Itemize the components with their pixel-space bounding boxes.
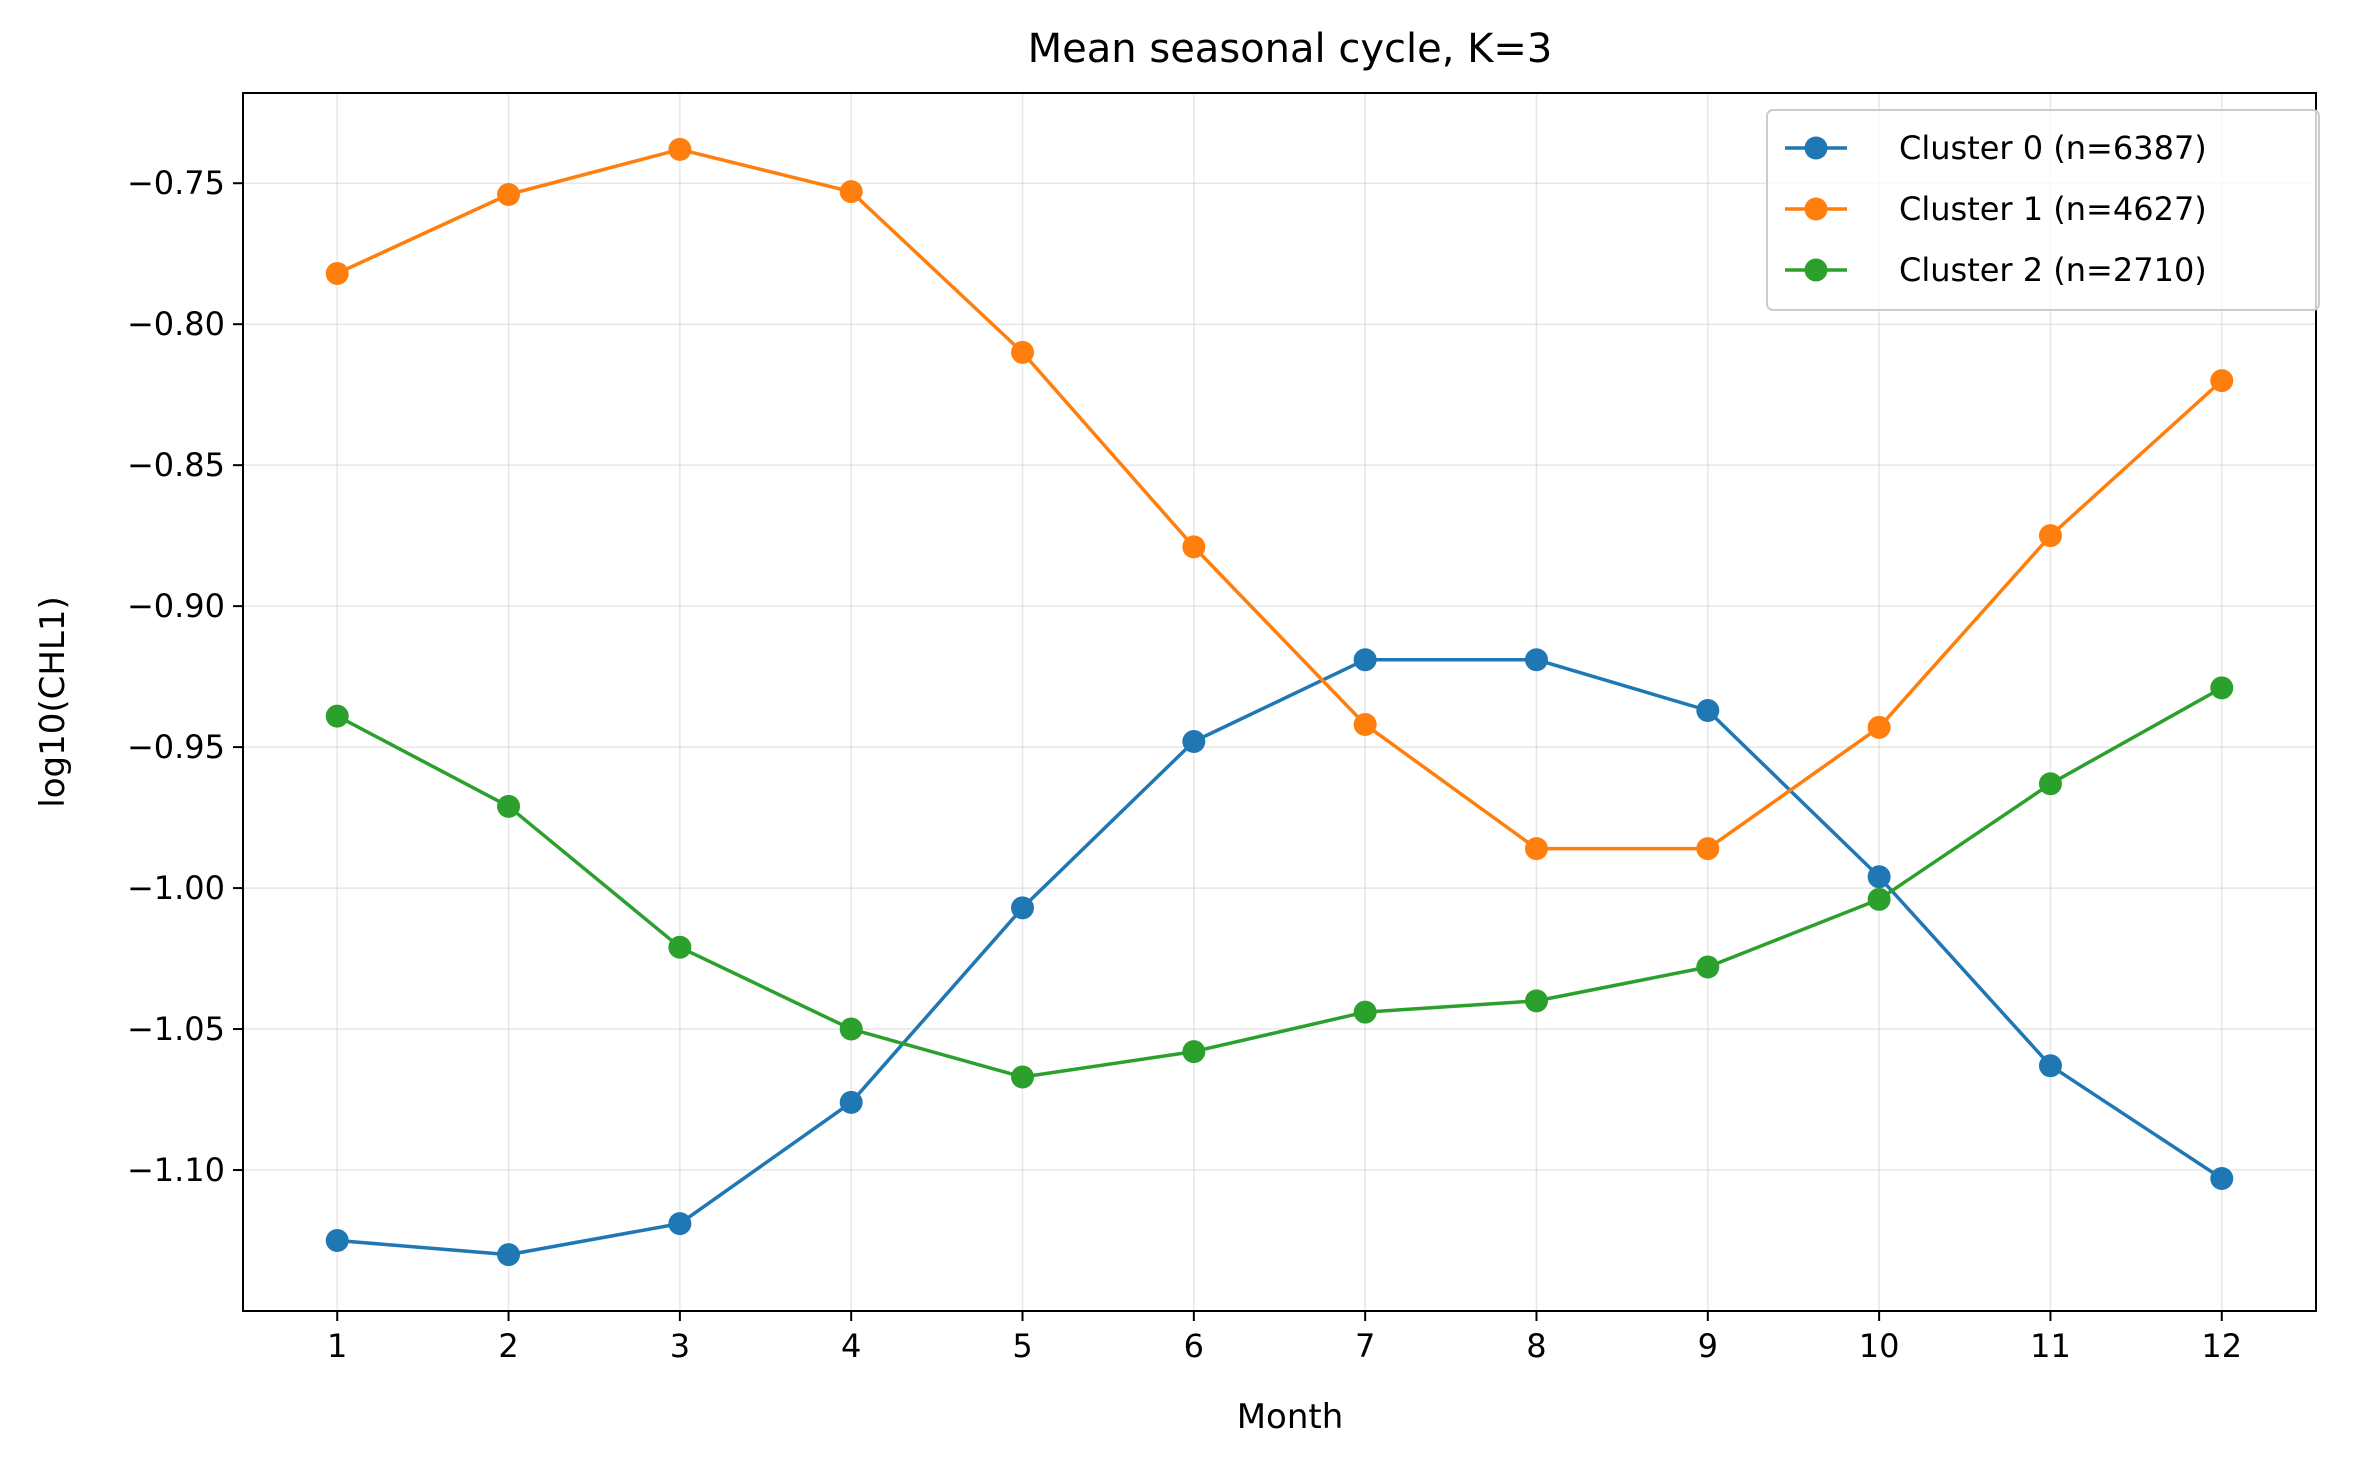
x-tick-label: 7 (1355, 1327, 1375, 1365)
data-point-cluster-0 (1696, 698, 1720, 722)
data-point-cluster-1 (1011, 340, 1035, 364)
x-tick-label: 9 (1698, 1327, 1718, 1365)
data-point-cluster-2 (1353, 1000, 1377, 1024)
x-tick-label: 6 (1184, 1327, 1204, 1365)
x-tick-label: 1 (327, 1327, 347, 1365)
data-point-cluster-0 (2038, 1054, 2062, 1078)
data-point-cluster-1 (668, 137, 692, 161)
y-tick-label: −0.85 (127, 446, 225, 484)
data-point-cluster-2 (1696, 955, 1720, 979)
y-tick-label: −0.75 (127, 164, 225, 202)
data-point-cluster-1 (839, 180, 863, 204)
data-point-cluster-0 (1524, 648, 1548, 672)
x-tick-label: 4 (841, 1327, 861, 1365)
y-tick-label: −0.95 (127, 728, 225, 766)
data-point-cluster-0 (1353, 648, 1377, 672)
data-point-cluster-2 (668, 935, 692, 959)
data-point-cluster-2 (1867, 887, 1891, 911)
data-point-cluster-1 (497, 183, 521, 206)
y-tick-label: −1.10 (127, 1151, 225, 1189)
series-line-cluster-2 (336, 686, 2223, 1079)
data-point-cluster-1 (1353, 713, 1377, 737)
data-point-cluster-1 (1524, 837, 1548, 861)
y-tick-label: −0.90 (127, 587, 225, 625)
legend-label-cluster-2: Cluster 2 (n=2710) (1899, 251, 2207, 289)
legend-marker-cluster-0 (1804, 136, 1828, 160)
axis-ticks: 1 2 3 4 5 6 7 8 9 10 11 12−1.10−1.05−1.00−0.95−0.90… (127, 164, 2242, 1365)
legend: Cluster 0 (n=6387) Cluster 1 (n=4627) Clus… (1766, 109, 2320, 311)
data-point-cluster-2 (839, 1017, 863, 1041)
data-point-cluster-2 (325, 704, 349, 728)
x-tick-label: 3 (670, 1327, 690, 1365)
data-point-cluster-2 (1524, 989, 1548, 1013)
data-point-cluster-1 (2210, 369, 2234, 393)
y-tick-label: −1.05 (127, 1010, 225, 1048)
x-tick-label: 2 (498, 1327, 518, 1365)
series-layer (325, 137, 2234, 1267)
x-tick-label: 12 (2201, 1327, 2242, 1365)
series-line-cluster-0 (337, 657, 2223, 1257)
y-tick-label: −1.00 (127, 869, 225, 907)
data-point-cluster-1 (1867, 715, 1891, 739)
data-point-cluster-0 (1182, 729, 1206, 753)
data-point-cluster-1 (2038, 524, 2062, 548)
data-point-cluster-0 (839, 1090, 863, 1114)
x-tick-label: 10 (1859, 1327, 1900, 1365)
x-tick-label: 5 (1012, 1327, 1032, 1365)
chart-title: Mean seasonal cycle, K=3 (1028, 26, 1553, 72)
legend-label-cluster-1: Cluster 1 (n=4627) (1899, 190, 2207, 228)
plot-frame (242, 92, 2317, 1312)
legend-marker-cluster-2 (1804, 258, 1828, 282)
data-point-cluster-0 (497, 1243, 521, 1267)
data-point-cluster-1 (1696, 837, 1720, 861)
data-point-cluster-0 (1867, 865, 1891, 889)
data-point-cluster-1 (1182, 535, 1206, 559)
x-axis-label: Month (1237, 1397, 1344, 1437)
data-point-cluster-2 (497, 794, 521, 818)
y-tick-label: −0.80 (127, 305, 225, 343)
data-point-cluster-0 (668, 1212, 692, 1236)
data-point-cluster-2 (1182, 1040, 1206, 1064)
legend-label-cluster-0: Cluster 0 (n=6387) (1899, 129, 2207, 167)
data-point-cluster-0 (1011, 896, 1035, 920)
series-line-cluster-1 (336, 147, 2223, 851)
legend-marker-cluster-1 (1804, 197, 1828, 221)
x-tick-label: 11 (2030, 1327, 2071, 1365)
y-axis-label: log10(CHL1) (33, 596, 73, 808)
data-point-cluster-2 (2210, 676, 2234, 700)
data-point-cluster-0 (325, 1229, 349, 1253)
data-point-cluster-1 (325, 261, 349, 285)
data-point-cluster-0 (2210, 1166, 2234, 1190)
data-point-cluster-2 (2038, 772, 2062, 796)
legend-box (1766, 109, 2320, 311)
x-tick-label: 8 (1526, 1327, 1546, 1365)
data-point-cluster-2 (1011, 1065, 1035, 1089)
